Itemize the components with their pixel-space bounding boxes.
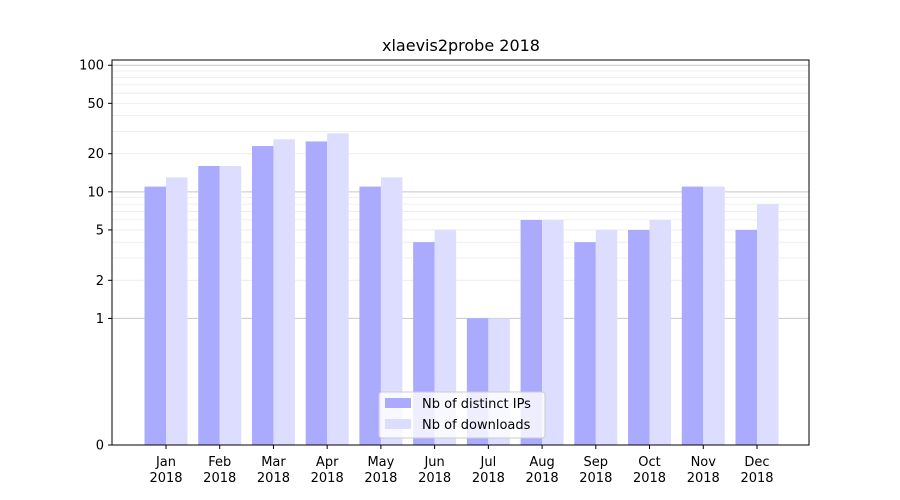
bar-distinct-ips-may xyxy=(359,186,381,446)
x-tick-label-apr: Apr 2018 xyxy=(311,455,344,486)
y-tick-label: 10 xyxy=(87,185,104,200)
bar-downloads-dec xyxy=(757,204,779,445)
bar-downloads-sep xyxy=(595,229,618,445)
y-tick-label: 5 xyxy=(96,223,104,238)
chart-title: xlaevis2probe 2018 xyxy=(382,36,540,55)
y-tick-label: 100 xyxy=(79,59,104,74)
bar-distinct-ips-aug xyxy=(520,219,543,445)
x-tick-label-sep: Sep 2018 xyxy=(579,455,612,486)
bar-distinct-ips-dec xyxy=(735,229,757,445)
legend: Nb of distinct IPs Nb of downloads xyxy=(378,391,546,439)
bar-downloads-feb xyxy=(219,165,242,446)
bar-distinct-ips-feb xyxy=(198,165,220,446)
y-tick-label: 50 xyxy=(87,97,104,112)
bar-downloads-aug xyxy=(542,219,564,445)
x-tick-label-nov: Nov 2018 xyxy=(687,455,720,486)
x-tick-label-jun: Jun 2018 xyxy=(418,455,451,486)
legend-swatch-downloads xyxy=(385,419,411,429)
bar-distinct-ips-nov xyxy=(681,186,704,446)
legend-box xyxy=(378,391,546,439)
bar-downloads-apr xyxy=(327,133,349,445)
plot-area-frame xyxy=(111,59,810,446)
legend-label-downloads: Nb of downloads xyxy=(422,418,531,433)
bar-downloads-jun xyxy=(434,229,457,445)
bar-downloads-nov xyxy=(703,186,725,446)
y-axis: 0 1 2 5 10 20 50 100 xyxy=(79,59,112,454)
bar-distinct-ips-sep xyxy=(574,242,596,445)
bar-downloads-jan xyxy=(166,177,188,446)
legend-label-distinct-ips: Nb of distinct IPs xyxy=(422,397,531,412)
x-tick-label-oct: Oct 2018 xyxy=(633,455,666,486)
x-tick-label-jan: Jan 2018 xyxy=(149,455,182,486)
bar-downloads-mar xyxy=(273,139,295,445)
x-tick-label-dec: Dec 2018 xyxy=(740,455,773,486)
x-tick-label-jul: Jul 2018 xyxy=(472,455,505,486)
bar-distinct-ips-mar xyxy=(251,146,274,445)
bar-distinct-ips-apr xyxy=(305,141,328,445)
x-axis: Jan 2018 Feb 2018 Mar 2018 Apr 2018 May 2018 Jun 20… xyxy=(149,445,774,486)
x-tick-label-may: May 2018 xyxy=(364,455,397,486)
x-tick-label-feb: Feb 2018 xyxy=(203,455,236,486)
bar-downloads-may xyxy=(380,177,403,446)
y-tick-label: 2 xyxy=(96,274,104,289)
bar-distinct-ips-oct xyxy=(628,229,650,445)
y-tick-label: 20 xyxy=(87,147,104,162)
y-tick-label: 0 xyxy=(96,439,104,454)
legend-swatch-distinct-ips xyxy=(385,398,411,408)
bar-distinct-ips-jan xyxy=(144,186,166,446)
x-tick-label-aug: Aug 2018 xyxy=(526,455,559,486)
bar-downloads-oct xyxy=(649,219,672,445)
x-tick-label-mar: Mar 2018 xyxy=(257,455,290,486)
y-tick-label: 1 xyxy=(96,312,104,327)
